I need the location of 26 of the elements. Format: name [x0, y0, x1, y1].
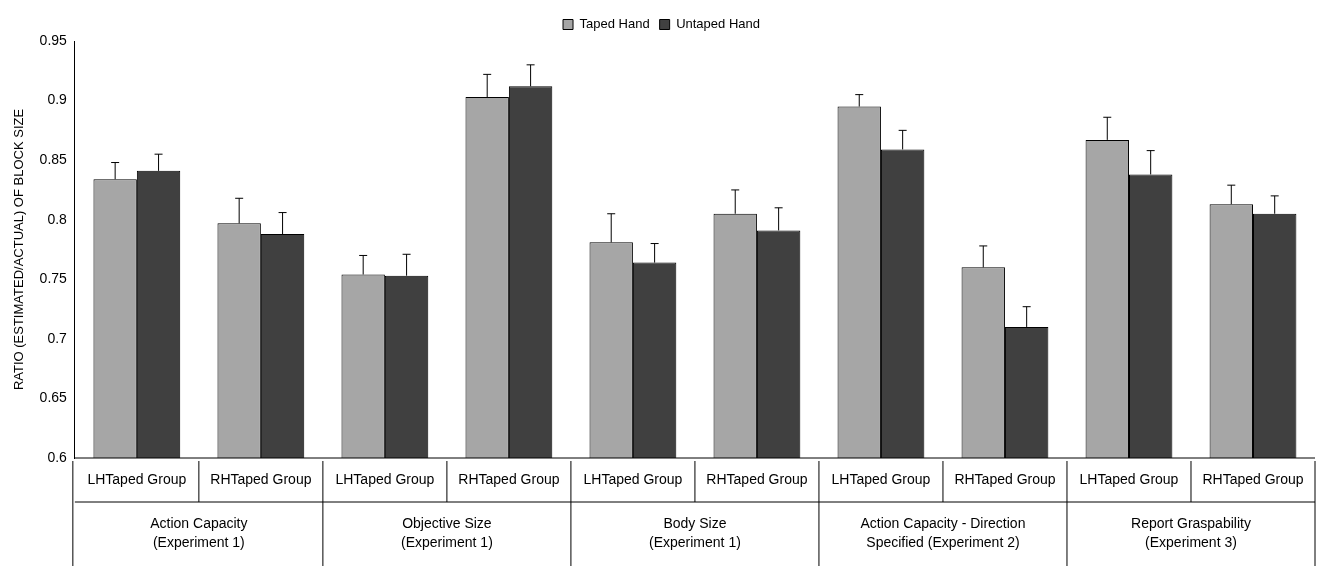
- x-tick-label: RHTaped Group: [458, 470, 560, 487]
- x-tick-label: RHTaped Group: [954, 470, 1056, 487]
- x-tick-label: LHTaped Group: [583, 470, 683, 487]
- text: Report Graspability (Experiment 3): [1131, 514, 1251, 550]
- y-axis-title: RATIO (ESTIMATED/ACTUAL) OF BLOCK SIZE: [11, 108, 27, 391]
- y-tick-label: 0.6: [47, 448, 68, 465]
- y-tick-label: 0.65: [39, 389, 68, 406]
- text: Action Capacity (Experiment 1): [150, 514, 248, 550]
- x-tick-label: RHTaped Group: [210, 470, 312, 487]
- text: Action Capacity - Direction Specified (Experiment 2): [860, 514, 1026, 550]
- y-tick-label: 0.95: [39, 31, 68, 48]
- y-tick-label: 0.75: [39, 270, 68, 287]
- text: Body Size (Experiment 1): [649, 514, 741, 550]
- legend-label: Taped Hand: [579, 16, 650, 32]
- x-tick-label: LHTaped Group: [87, 470, 187, 487]
- x-tick-label: RHTaped Group: [1202, 470, 1304, 487]
- y-tick-label: 0.8: [47, 210, 68, 227]
- x-tick-label: LHTaped Group: [831, 470, 931, 487]
- legend-label: Untaped Hand: [676, 16, 760, 32]
- y-tick-label: 0.85: [39, 151, 68, 167]
- text: Objective Size (Experiment 1): [400, 514, 493, 550]
- x-tick-label: LHTaped Group: [335, 470, 435, 487]
- x-tick-label: LHTaped Group: [1079, 470, 1179, 487]
- x-tick-label: RHTaped Group: [706, 470, 808, 487]
- y-tick-label: 0.7: [47, 329, 68, 346]
- y-tick-label: 0.9: [47, 91, 68, 108]
